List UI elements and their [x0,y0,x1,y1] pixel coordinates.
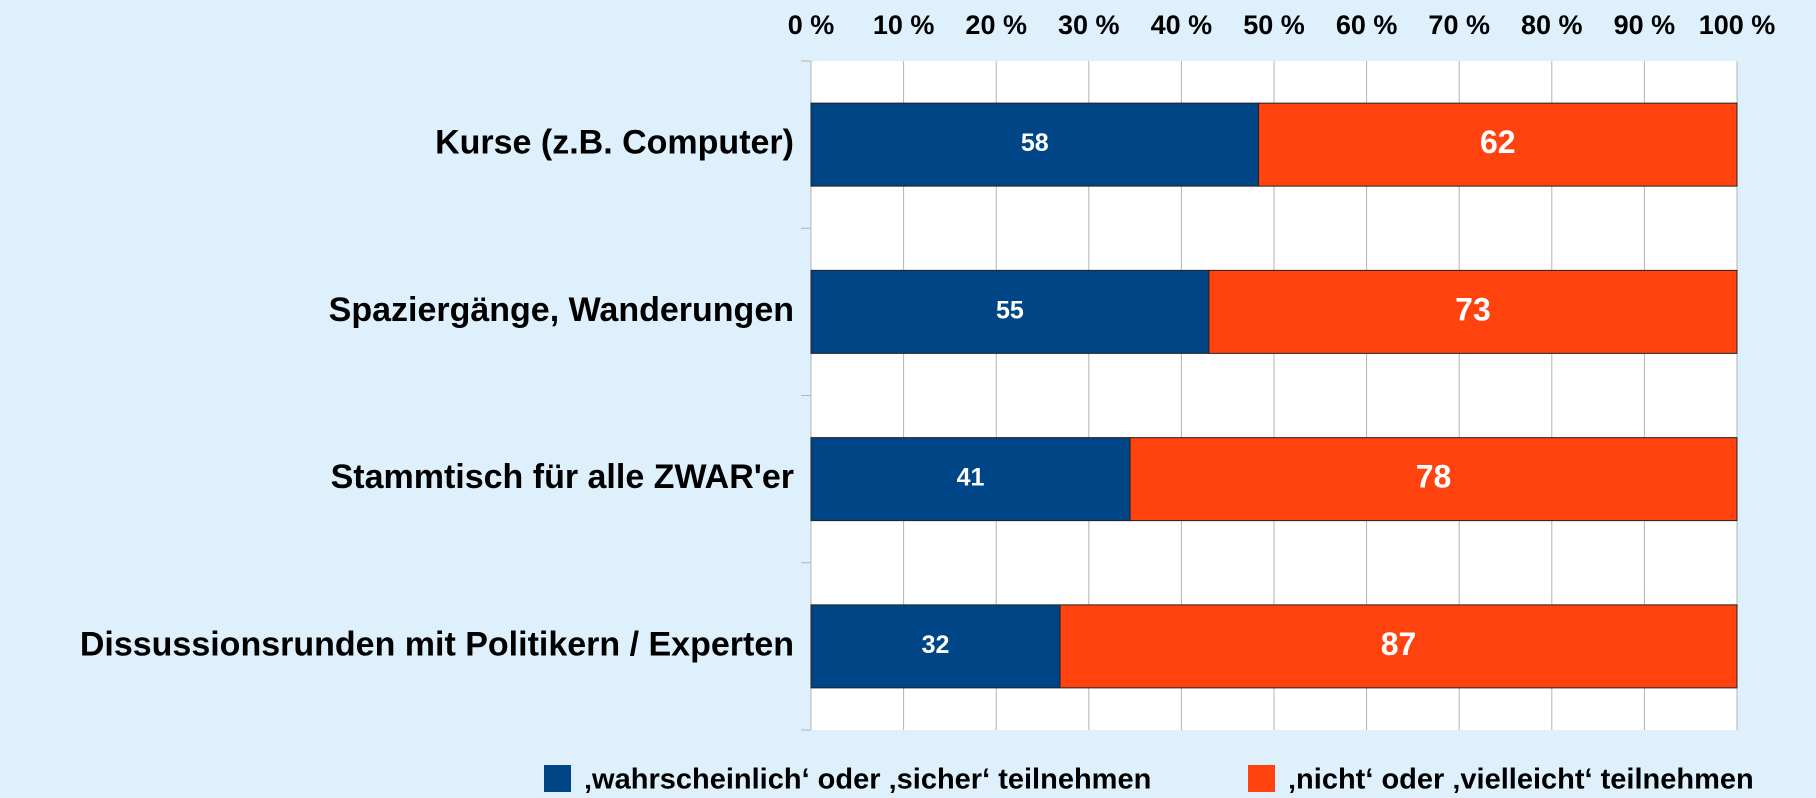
legend-swatch [544,765,571,792]
bar-segment [1059,604,1738,689]
data-label: 41 [957,464,985,492]
y-tick-label: Kurse (z.B. Computer) [435,124,794,162]
x-tick-label: 50 % [1243,10,1305,40]
bar-segment [1208,269,1738,354]
data-label: 62 [1480,124,1516,160]
x-tick-label: 90 % [1614,10,1676,40]
bar-segment [810,437,1131,522]
x-tick-label: 30 % [1058,10,1120,40]
data-label: 32 [922,631,950,659]
x-tick-label: 0 % [788,10,835,40]
x-tick-label: 10 % [873,10,935,40]
x-tick-label: 40 % [1151,10,1213,40]
bar-segment [810,604,1061,689]
legend-label: ‚nicht‘ oder ‚vielleicht‘ teilnehmen [1288,764,1754,796]
x-tick-label: 60 % [1336,10,1398,40]
bar-segment [1129,437,1738,522]
data-label: 58 [1021,129,1049,157]
y-tick-label: Spaziergänge, Wanderungen [329,291,794,329]
x-tick-label: 20 % [965,10,1027,40]
data-label: 87 [1381,626,1417,662]
bar-segment [1258,102,1738,187]
x-tick-label: 80 % [1521,10,1583,40]
y-tick-label: Stammtisch für alle ZWAR'er [331,458,794,496]
x-tick-label: 100 % [1699,10,1776,40]
data-label: 73 [1455,291,1491,327]
data-label: 55 [996,296,1024,324]
bar-segment [810,102,1260,187]
x-tick-label: 70 % [1428,10,1490,40]
y-tick-label: Dissussionsrunden mit Politikern / Exper… [80,625,794,663]
data-label: 78 [1416,459,1452,495]
bar-segment [810,269,1210,354]
legend-swatch [1248,765,1275,792]
legend-label: ‚wahrscheinlich‘ oder ‚sicher‘ teilnehme… [584,764,1151,796]
